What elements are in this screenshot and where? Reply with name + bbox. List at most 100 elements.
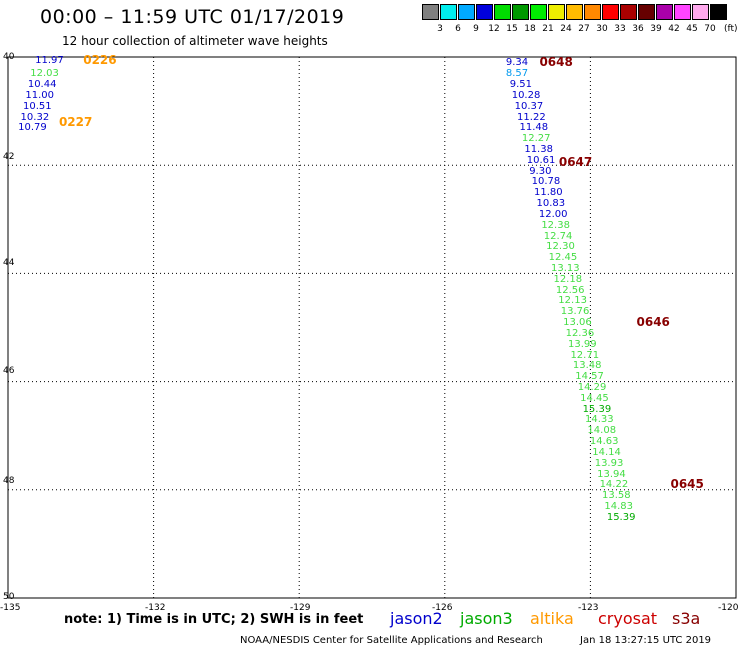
- wave-height-value: 14.29: [577, 382, 607, 393]
- credit-line: NOAA/NESDIS Center for Satellite Applica…: [240, 635, 543, 646]
- wave-height-value: 14.57: [575, 371, 604, 383]
- color-scale-label: 12: [488, 24, 500, 34]
- wave-height-value: 10.83: [536, 198, 566, 210]
- wave-height-value: 12.71: [570, 349, 600, 361]
- color-scale-label: 3: [437, 24, 443, 34]
- wave-height-value: 11.97: [35, 55, 64, 67]
- wave-height-value: 13.76: [560, 306, 590, 318]
- wave-height-value: 8.57: [505, 68, 529, 80]
- wave-height-value: 10.78: [531, 176, 561, 188]
- color-swatch: [656, 4, 673, 20]
- map-frame: [7, 56, 737, 599]
- color-scale-label: 15: [506, 24, 518, 34]
- wave-height-value: 14.33: [585, 414, 614, 426]
- legend-s3a: s3a: [672, 609, 701, 628]
- wave-height-value: 12.18: [553, 273, 583, 285]
- wave-height-value: 12.74: [543, 230, 573, 242]
- latitude-tick-label: 44: [3, 258, 15, 268]
- wave-height-value: 14.14: [592, 446, 621, 458]
- wave-height-value: 15.39: [606, 511, 636, 523]
- color-swatch: [620, 4, 637, 20]
- wave-height-value: 14.22: [599, 479, 629, 491]
- color-swatch: [710, 4, 727, 20]
- page-title: 00:00 – 11:59 UTC 01/17/2019: [40, 6, 345, 28]
- generation-timestamp: Jan 18 13:27:15 UTC 2019: [580, 635, 712, 646]
- longitude-tick-label: -135: [0, 603, 21, 613]
- color-swatch: [422, 4, 439, 20]
- color-swatch: [440, 4, 457, 20]
- latitude-tick-label: 48: [3, 476, 15, 486]
- wave-height-value: 12.00: [538, 208, 568, 220]
- color-swatch: [584, 4, 601, 20]
- wave-height-value: 9.30: [529, 165, 552, 177]
- footnote: note: 1) Time is in UTC; 2) SWH is in fe…: [64, 612, 364, 627]
- wave-height-value: 14.45: [580, 392, 609, 404]
- longitude-tick-label: -120: [718, 603, 739, 613]
- latitude-tick-label: 42: [3, 152, 15, 162]
- color-scale-label: 39: [650, 24, 662, 34]
- color-swatch: [548, 4, 565, 20]
- wave-height-value: 12.38: [541, 219, 570, 231]
- color-scale-label: 18: [524, 24, 536, 34]
- wave-height-value: 15.39: [582, 403, 612, 415]
- pass-time-label: 0227: [58, 114, 93, 129]
- pass-time-label: 0647: [558, 155, 593, 170]
- pass-time-label: 0645: [670, 477, 704, 492]
- latitude-tick-label: 46: [3, 366, 15, 376]
- wave-height-value: 11.48: [519, 122, 549, 134]
- wave-height-value: 10.44: [27, 79, 57, 91]
- page-subtitle: 12 hour collection of altimeter wave hei…: [62, 34, 328, 48]
- color-swatch: [566, 4, 583, 20]
- wave-height-value: 12.13: [558, 295, 587, 307]
- wave-height-value: 14.08: [587, 425, 617, 437]
- wave-height-value: 13.93: [594, 457, 624, 469]
- color-scale-label: 70: [704, 24, 716, 34]
- wave-height-value: 12.36: [565, 327, 595, 339]
- color-swatch: [692, 4, 709, 20]
- color-scale-label: 9: [473, 24, 479, 34]
- wave-height-value: 11.22: [517, 111, 546, 123]
- color-swatch: [530, 4, 547, 20]
- color-scale-label: 21: [542, 24, 554, 34]
- wave-height-value: 9.34: [505, 57, 529, 69]
- color-swatch: [476, 4, 493, 20]
- color-swatch: [494, 4, 511, 20]
- wave-height-value: 13.48: [572, 360, 602, 372]
- wave-height-value: 11.80: [534, 187, 563, 199]
- wave-height-value: 12.03: [30, 68, 59, 80]
- wave-height-value: 11.38: [524, 143, 553, 155]
- wave-height-value: 13.94: [597, 468, 626, 480]
- pass-time-label: 0648: [539, 55, 573, 70]
- legend-jason3: jason3: [460, 609, 513, 628]
- wave-height-value: 10.28: [511, 89, 541, 101]
- longitude-tick-label: -132: [145, 603, 166, 613]
- legend-cryosat: cryosat: [598, 609, 658, 628]
- color-scale-label: 33: [614, 24, 626, 34]
- longitude-tick-label: -123: [578, 603, 599, 613]
- wave-height-value: 13.58: [601, 490, 631, 502]
- wave-height-value: 14.83: [604, 501, 634, 513]
- wave-height-value: 10.61: [526, 154, 556, 166]
- color-scale-label: 27: [578, 24, 590, 34]
- color-swatch: [512, 4, 529, 20]
- longitude-tick-label: -129: [290, 603, 311, 613]
- wave-height-value: 12.30: [546, 241, 575, 253]
- color-swatch: [674, 4, 691, 20]
- wave-height-value: 12.45: [548, 252, 578, 264]
- wave-height-value: 10.79: [18, 122, 47, 134]
- wave-height-value: 12.56: [555, 284, 585, 296]
- color-swatch: [602, 4, 619, 20]
- color-scale-label: 30: [596, 24, 608, 34]
- legend-jason2: jason2: [390, 609, 443, 628]
- color-scale-label: 24: [560, 24, 572, 34]
- wave-height-value: 10.32: [20, 111, 50, 123]
- color-swatch: [638, 4, 655, 20]
- wave-height-value: 10.51: [22, 100, 52, 112]
- color-scale-unit: (ft): [724, 24, 738, 34]
- color-scale-label: 6: [455, 24, 461, 34]
- wave-height-value: 9.51: [509, 79, 533, 91]
- longitude-tick-label: -126: [432, 603, 453, 613]
- map-border: [7, 56, 737, 599]
- color-scale-label: 45: [686, 24, 698, 34]
- legend-altika: altika: [530, 609, 574, 628]
